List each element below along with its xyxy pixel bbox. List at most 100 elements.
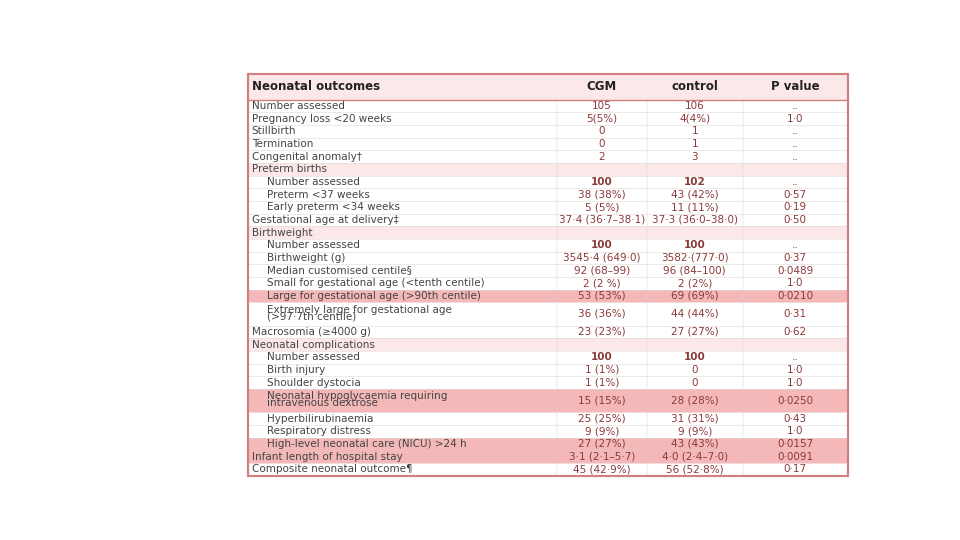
Text: 38 (38%): 38 (38%) <box>578 190 626 200</box>
Text: Birthweight (g): Birthweight (g) <box>267 253 345 263</box>
Bar <box>248 201 848 214</box>
Bar <box>248 239 848 252</box>
Text: 0·0157: 0·0157 <box>777 439 813 449</box>
Text: 0·0250: 0·0250 <box>777 396 813 406</box>
Bar <box>248 425 848 437</box>
Text: Shoulder dystocia: Shoulder dystocia <box>267 377 360 388</box>
Text: 1·0: 1·0 <box>787 365 804 375</box>
Text: 9 (9%): 9 (9%) <box>678 426 712 436</box>
Text: 0: 0 <box>691 377 698 388</box>
Bar <box>248 252 848 264</box>
Text: 0·0489: 0·0489 <box>777 266 813 275</box>
Text: Pregnancy loss <20 weeks: Pregnancy loss <20 weeks <box>252 114 392 124</box>
Text: Congenital anomaly†: Congenital anomaly† <box>252 152 362 161</box>
Bar <box>248 226 848 239</box>
Text: 4·0 (2·4–7·0): 4·0 (2·4–7·0) <box>661 451 728 462</box>
Bar <box>248 150 848 163</box>
Bar <box>248 188 848 201</box>
Bar <box>248 363 848 376</box>
Bar <box>248 74 848 476</box>
Text: 3: 3 <box>691 152 698 161</box>
Text: 11 (11%): 11 (11%) <box>671 202 718 212</box>
Text: Number assessed: Number assessed <box>267 352 359 362</box>
Text: 28 (28%): 28 (28%) <box>671 396 718 406</box>
Text: Median customised centile§: Median customised centile§ <box>267 266 412 275</box>
Text: ..: .. <box>792 152 799 161</box>
Text: 1 (1%): 1 (1%) <box>585 377 619 388</box>
Text: 69 (69%): 69 (69%) <box>671 291 718 301</box>
Text: 53 (53%): 53 (53%) <box>578 291 626 301</box>
Text: 23 (23%): 23 (23%) <box>578 327 626 337</box>
Text: Birth injury: Birth injury <box>267 365 324 375</box>
Text: 100: 100 <box>684 240 706 250</box>
Text: P value: P value <box>771 80 820 93</box>
Text: 2: 2 <box>598 152 605 161</box>
Text: Termination: Termination <box>252 139 313 149</box>
Text: ..: .. <box>792 139 799 149</box>
Text: 45 (42·9%): 45 (42·9%) <box>573 464 631 474</box>
Text: 0·31: 0·31 <box>783 309 806 319</box>
Text: Hyperbilirubinaemia: Hyperbilirubinaemia <box>267 414 372 424</box>
Text: Small for gestational age (<tenth centile): Small for gestational age (<tenth centil… <box>267 278 484 288</box>
Text: 36 (36%): 36 (36%) <box>578 309 626 319</box>
Text: 25 (25%): 25 (25%) <box>578 414 626 424</box>
Bar <box>248 413 848 425</box>
Bar <box>248 302 848 326</box>
Text: 105: 105 <box>592 101 612 111</box>
Text: Early preterm <34 weeks: Early preterm <34 weeks <box>267 202 399 212</box>
Text: 1·0: 1·0 <box>787 426 804 436</box>
Text: 0·0091: 0·0091 <box>777 451 813 462</box>
Text: 1·0: 1·0 <box>787 114 804 124</box>
Text: Stillbirth: Stillbirth <box>252 126 297 137</box>
Text: 0·17: 0·17 <box>783 464 806 474</box>
Text: Macrosomia (≥4000 g): Macrosomia (≥4000 g) <box>252 327 371 337</box>
Text: 100: 100 <box>591 177 612 187</box>
Text: 1·0: 1·0 <box>787 278 804 288</box>
Bar <box>248 176 848 188</box>
Text: 0·19: 0·19 <box>783 202 806 212</box>
Text: Number assessed: Number assessed <box>267 177 359 187</box>
Text: 0·62: 0·62 <box>783 327 806 337</box>
Text: High-level neonatal care (NICU) >24 h: High-level neonatal care (NICU) >24 h <box>267 439 467 449</box>
Text: 31 (31%): 31 (31%) <box>671 414 718 424</box>
Text: 100: 100 <box>591 352 612 362</box>
Text: Preterm <37 weeks: Preterm <37 weeks <box>267 190 370 200</box>
Text: ..: .. <box>792 352 799 362</box>
Text: 0·43: 0·43 <box>783 414 806 424</box>
Text: Preterm births: Preterm births <box>252 164 326 174</box>
Text: ..: .. <box>792 101 799 111</box>
Text: 37·3 (36·0–38·0): 37·3 (36·0–38·0) <box>652 215 737 225</box>
Text: Neonatal hypoglycaemia requiring: Neonatal hypoglycaemia requiring <box>267 392 447 401</box>
Text: Neonatal outcomes: Neonatal outcomes <box>252 80 380 93</box>
Bar <box>248 74 848 476</box>
Bar <box>248 437 848 450</box>
Text: 0: 0 <box>691 365 698 375</box>
Text: 0·0210: 0·0210 <box>777 291 813 301</box>
Text: 43 (43%): 43 (43%) <box>671 439 718 449</box>
Text: 5 (5%): 5 (5%) <box>585 202 619 212</box>
Text: 44 (44%): 44 (44%) <box>671 309 718 319</box>
Text: ..: .. <box>792 240 799 250</box>
Bar <box>248 277 848 289</box>
Text: 2 (2%): 2 (2%) <box>678 278 712 288</box>
Text: Large for gestational age (>90th centile): Large for gestational age (>90th centile… <box>267 291 480 301</box>
Text: 100: 100 <box>684 352 706 362</box>
Text: Neonatal complications: Neonatal complications <box>252 340 374 349</box>
Text: 1: 1 <box>691 126 698 137</box>
Bar <box>248 389 848 413</box>
Text: 5(5%): 5(5%) <box>587 114 617 124</box>
Bar <box>248 138 848 150</box>
Text: 92 (68–99): 92 (68–99) <box>574 266 630 275</box>
Text: 1: 1 <box>691 139 698 149</box>
Text: 43 (42%): 43 (42%) <box>671 190 718 200</box>
Text: 0: 0 <box>598 126 605 137</box>
Text: 1 (1%): 1 (1%) <box>585 365 619 375</box>
Text: ..: .. <box>792 126 799 137</box>
Bar <box>248 74 848 476</box>
Text: 3582·(777·0): 3582·(777·0) <box>660 253 729 263</box>
Text: Infant length of hospital stay: Infant length of hospital stay <box>252 451 402 462</box>
Text: Extremely large for gestational age: Extremely large for gestational age <box>267 305 451 315</box>
Text: 2 (2 %): 2 (2 %) <box>583 278 620 288</box>
Bar <box>248 450 848 463</box>
Text: 4(4%): 4(4%) <box>679 114 710 124</box>
